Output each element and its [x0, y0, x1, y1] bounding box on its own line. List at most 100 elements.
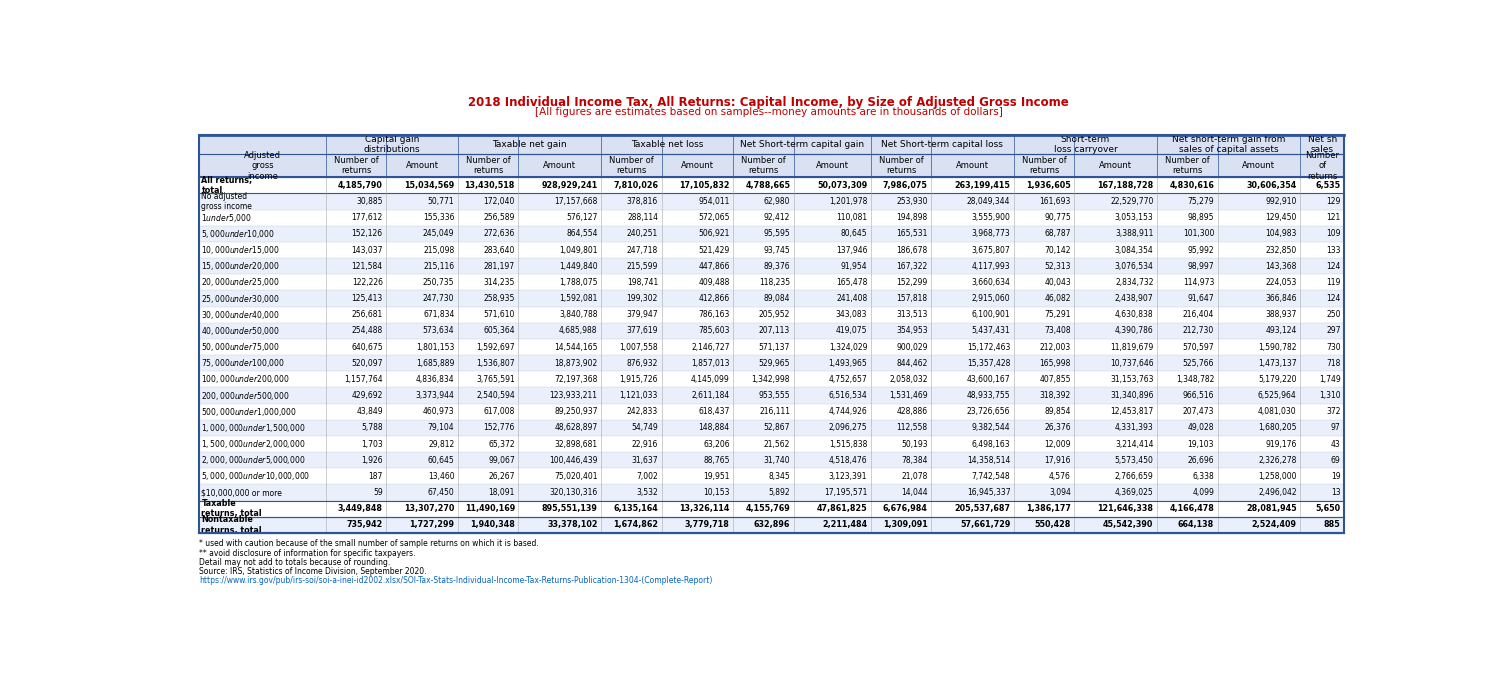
Text: 247,730: 247,730 — [423, 294, 454, 303]
Text: 1,801,153: 1,801,153 — [416, 342, 454, 351]
Text: 1,531,469: 1,531,469 — [890, 391, 928, 400]
Text: 617,008: 617,008 — [483, 407, 514, 416]
Text: 1,590,782: 1,590,782 — [1258, 342, 1296, 351]
Text: 79,104: 79,104 — [427, 424, 454, 433]
Text: 216,404: 216,404 — [1182, 310, 1214, 319]
Text: 137,946: 137,946 — [836, 246, 867, 255]
Bar — [200, 484, 1344, 500]
Text: 4,145,099: 4,145,099 — [692, 375, 729, 384]
Text: 89,854: 89,854 — [1044, 407, 1071, 416]
Text: 152,776: 152,776 — [483, 424, 514, 433]
Text: 18,873,902: 18,873,902 — [555, 358, 597, 368]
Text: Amount: Amount — [681, 161, 714, 170]
Text: 68,787: 68,787 — [1044, 230, 1071, 238]
Text: 143,368: 143,368 — [1266, 262, 1296, 271]
Text: $40,000 under $50,000: $40,000 under $50,000 — [201, 325, 280, 337]
Text: 23,726,656: 23,726,656 — [968, 407, 1011, 416]
Text: 2,611,184: 2,611,184 — [692, 391, 729, 400]
Text: 59: 59 — [374, 488, 382, 497]
Text: 258,935: 258,935 — [483, 294, 514, 303]
Text: 253,930: 253,930 — [897, 197, 928, 206]
Text: 89,250,937: 89,250,937 — [554, 407, 597, 416]
Text: 50,073,309: 50,073,309 — [818, 181, 867, 190]
Text: 17,195,571: 17,195,571 — [824, 488, 867, 497]
Text: 9,382,544: 9,382,544 — [972, 424, 1011, 433]
Text: 10,153: 10,153 — [704, 488, 729, 497]
Text: 194,898: 194,898 — [897, 214, 928, 222]
Text: 664,138: 664,138 — [1178, 520, 1214, 529]
Text: 2,915,060: 2,915,060 — [972, 294, 1011, 303]
Text: 1,348,782: 1,348,782 — [1176, 375, 1214, 384]
Text: 165,478: 165,478 — [836, 278, 867, 287]
Text: 17,916: 17,916 — [1044, 456, 1071, 465]
Text: $5,000 under $10,000: $5,000 under $10,000 — [201, 228, 276, 240]
Text: 247,718: 247,718 — [627, 246, 658, 255]
Bar — [200, 420, 1344, 436]
Text: 3,968,773: 3,968,773 — [972, 230, 1011, 238]
Text: Number of
returns: Number of returns — [741, 156, 786, 176]
Text: 6,676,984: 6,676,984 — [884, 504, 928, 513]
Text: 187: 187 — [369, 472, 382, 481]
Text: $50,000 under $75,000: $50,000 under $75,000 — [201, 341, 280, 353]
Text: 419,075: 419,075 — [836, 326, 867, 335]
Text: Amount: Amount — [1100, 161, 1132, 170]
Text: 992,910: 992,910 — [1266, 197, 1296, 206]
Text: 1,940,348: 1,940,348 — [470, 520, 514, 529]
Text: 919,176: 919,176 — [1266, 440, 1296, 449]
Text: $200,000 under $500,000: $200,000 under $500,000 — [201, 389, 290, 402]
Text: Short-term
loss carryover: Short-term loss carryover — [1053, 135, 1118, 155]
Text: 177,612: 177,612 — [351, 214, 382, 222]
Text: 928,929,241: 928,929,241 — [542, 181, 597, 190]
Text: Number of
returns: Number of returns — [466, 156, 510, 176]
Text: 785,603: 785,603 — [698, 326, 729, 335]
Text: 31,637: 31,637 — [632, 456, 658, 465]
Text: 3,660,634: 3,660,634 — [972, 278, 1011, 287]
Text: 2,834,732: 2,834,732 — [1114, 278, 1154, 287]
Text: 1,201,978: 1,201,978 — [830, 197, 867, 206]
Text: 354,953: 354,953 — [896, 326, 928, 335]
Text: 31,740: 31,740 — [764, 456, 790, 465]
Text: 571,137: 571,137 — [759, 342, 790, 351]
Text: 1,449,840: 1,449,840 — [560, 262, 597, 271]
Text: 5,650: 5,650 — [1316, 504, 1341, 513]
Text: 165,998: 165,998 — [1040, 358, 1071, 368]
Text: 4,836,834: 4,836,834 — [416, 375, 454, 384]
Text: 895,551,139: 895,551,139 — [542, 504, 597, 513]
Text: 26,696: 26,696 — [1188, 456, 1214, 465]
Text: 216,111: 216,111 — [759, 407, 790, 416]
Text: 3,779,718: 3,779,718 — [686, 520, 729, 529]
Text: 3,388,911: 3,388,911 — [1114, 230, 1154, 238]
Text: 506,921: 506,921 — [699, 230, 729, 238]
Text: Source: IRS, Statistics of Income Division, September 2020.: Source: IRS, Statistics of Income Divisi… — [200, 567, 426, 576]
Bar — [200, 323, 1344, 339]
Text: 3,094: 3,094 — [1048, 488, 1071, 497]
Text: 152,299: 152,299 — [897, 278, 928, 287]
Text: 110,081: 110,081 — [836, 214, 867, 222]
Text: 129,450: 129,450 — [1266, 214, 1296, 222]
Text: 114,973: 114,973 — [1182, 278, 1214, 287]
Text: 718: 718 — [1326, 358, 1341, 368]
Text: $15,000 under $20,000: $15,000 under $20,000 — [201, 260, 280, 272]
Text: 4,331,393: 4,331,393 — [1114, 424, 1154, 433]
Text: 1,788,075: 1,788,075 — [560, 278, 597, 287]
Text: 15,357,428: 15,357,428 — [968, 358, 1011, 368]
Text: 3,840,788: 3,840,788 — [560, 310, 597, 319]
Text: 786,163: 786,163 — [699, 310, 729, 319]
Text: 198,741: 198,741 — [627, 278, 658, 287]
Bar — [200, 258, 1344, 274]
Text: 186,678: 186,678 — [897, 246, 928, 255]
Text: Amount: Amount — [1242, 161, 1275, 170]
Text: 224,053: 224,053 — [1266, 278, 1296, 287]
Text: 91,647: 91,647 — [1188, 294, 1214, 303]
Text: 493,124: 493,124 — [1266, 326, 1296, 335]
Text: $500,000 under $1,000,000: $500,000 under $1,000,000 — [201, 406, 297, 418]
Text: 80,645: 80,645 — [840, 230, 867, 238]
Text: 119: 119 — [1326, 278, 1341, 287]
Text: 101,300: 101,300 — [1182, 230, 1214, 238]
Text: 43: 43 — [1330, 440, 1341, 449]
Text: 281,197: 281,197 — [484, 262, 514, 271]
Text: 256,681: 256,681 — [351, 310, 382, 319]
Text: 7,810,026: 7,810,026 — [614, 181, 658, 190]
Text: Capital gain
distributions: Capital gain distributions — [363, 135, 420, 155]
Text: 133: 133 — [1326, 246, 1341, 255]
